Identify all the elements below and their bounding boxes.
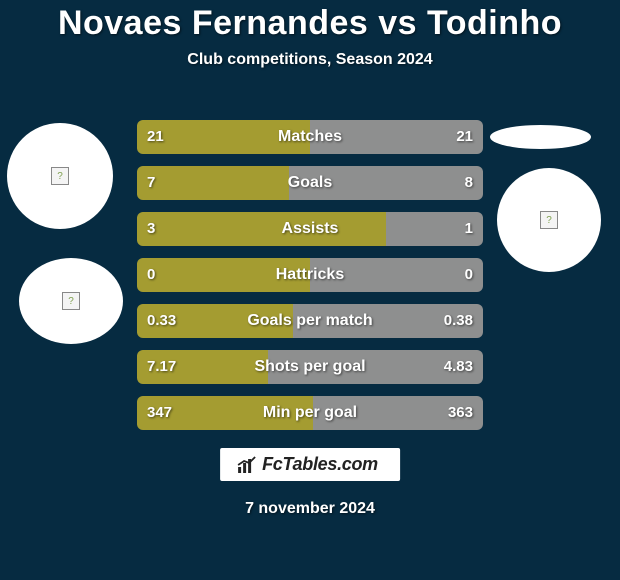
stat-row: 78Goals	[137, 166, 483, 200]
stat-row: 7.174.83Shots per goal	[137, 350, 483, 384]
avatar-bubble: ?	[7, 123, 113, 229]
comparison-chart: 2121Matches 78Goals 31Assists 00Hattricks 0.…	[137, 120, 483, 442]
stat-label: Min per goal	[137, 396, 483, 430]
missing-image-icon: ?	[540, 211, 558, 229]
stat-row: 0.330.38Goals per match	[137, 304, 483, 338]
container: Novaes Fernandes vs Todinho Club competi…	[0, 0, 620, 580]
last-updated-date: 7 november 2024	[0, 500, 620, 518]
stat-label: Matches	[137, 120, 483, 154]
stat-row: 31Assists	[137, 212, 483, 246]
missing-image-icon: ?	[51, 167, 69, 185]
stat-label: Goals	[137, 166, 483, 200]
brand-badge: FcTables.com	[220, 448, 400, 481]
avatar-bubble: ?	[19, 258, 123, 344]
stat-label: Assists	[137, 212, 483, 246]
stat-label: Hattricks	[137, 258, 483, 292]
stat-label: Shots per goal	[137, 350, 483, 384]
stat-label: Goals per match	[137, 304, 483, 338]
stat-row: 2121Matches	[137, 120, 483, 154]
missing-image-icon: ?	[62, 292, 80, 310]
page-title: Novaes Fernandes vs Todinho	[0, 4, 620, 43]
brand-chart-icon	[236, 455, 258, 475]
stat-row: 347363Min per goal	[137, 396, 483, 430]
avatar-bubble	[490, 125, 591, 149]
stat-row: 00Hattricks	[137, 258, 483, 292]
subtitle: Club competitions, Season 2024	[0, 51, 620, 69]
avatar-bubble: ?	[497, 168, 601, 272]
brand-text: FcTables.com	[262, 454, 378, 475]
